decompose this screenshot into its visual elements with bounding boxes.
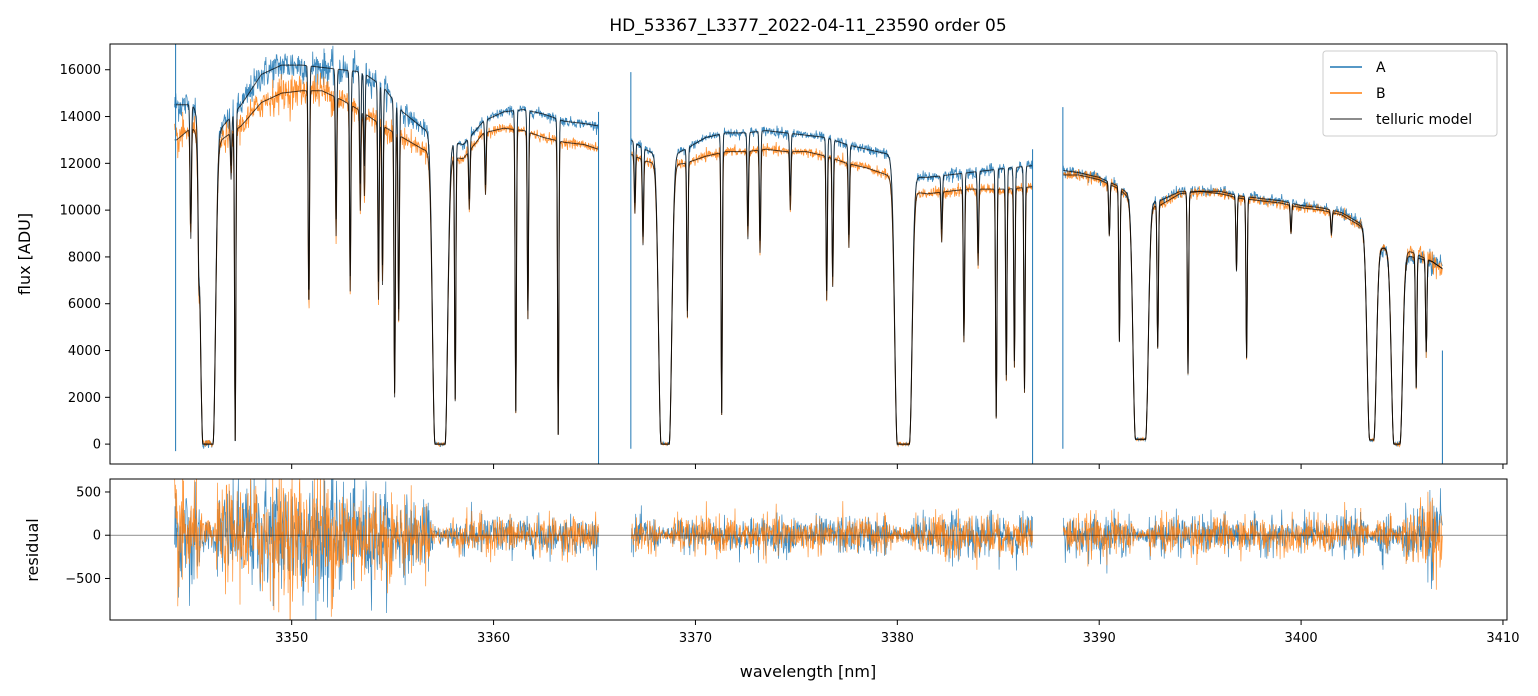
telluric-model-line-B [174,90,1443,445]
legend-box [1322,50,1498,137]
wavelength-axis-label: wavelength [nm] [740,662,877,681]
flux-line-A [174,45,1443,449]
wavelength-xtick-label: 3390 [1083,631,1116,646]
residual-line-B [174,479,1443,620]
wavelength-xtick-label: 3370 [679,631,712,646]
wavelength-xtick-label: 3380 [881,631,914,646]
flux-ytick-label: 0 [93,438,101,453]
flux-ytick-label: 2000 [68,391,101,406]
wavelength-xtick-label: 3400 [1285,631,1318,646]
chart-title: HD_53367_L3377_2022-04-11_23590 order 05 [609,16,1006,36]
residual-ytick-label: −500 [65,572,101,587]
flux-ytick-label: 6000 [68,297,101,312]
legend-label-A: A [1376,60,1386,76]
legend: A B telluric model [1322,50,1498,137]
residual-panel: −500 0 500 3350 3360 3370 3380 3390 3400 3410 re… [23,478,1520,681]
wavelength-xtick-label: 3360 [477,631,510,646]
residual-panel-frame [109,478,1508,621]
residual-ytick-label: 0 [93,529,101,544]
flux-ytick-label: 12000 [60,157,101,172]
flux-ytick-label: 16000 [60,63,101,78]
legend-label-B: B [1376,86,1386,102]
wavelength-xtick-label: 3410 [1486,631,1519,646]
residual-ytick-label: 500 [76,485,101,500]
flux-ytick-label: 8000 [68,250,101,265]
flux-ytick-label: 4000 [68,344,101,359]
flux-axis-label: flux [ADU] [15,213,34,295]
telluric-model-line-A [174,64,1443,445]
residual-axis-label: residual [23,518,42,581]
flux-ytick-label: 10000 [60,204,101,219]
flux-panel: 0 2000 4000 6000 8000 10000 12000 14000 16000 fl… [15,43,1508,469]
flux-ytick-label: 14000 [60,110,101,125]
legend-label-model: telluric model [1376,112,1472,128]
flux-panel-frame [109,43,1508,465]
wavelength-xtick-label: 3350 [275,631,308,646]
